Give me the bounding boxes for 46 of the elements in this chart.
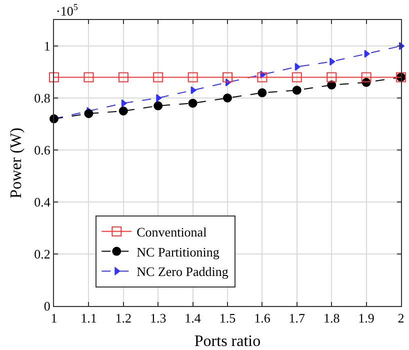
y-tick-label: 0.2	[34, 246, 50, 262]
x-tick-label: 1.4	[184, 310, 202, 326]
point	[84, 72, 94, 82]
point	[188, 72, 198, 82]
point	[258, 88, 267, 98]
x-tick-label: 1.7	[288, 310, 306, 326]
legend-label: NC Partitioning	[136, 244, 220, 260]
point	[364, 50, 370, 58]
point	[222, 72, 232, 82]
legend-label: NC Zero Padding	[136, 264, 229, 280]
x-tick-label: 1.9	[358, 310, 374, 326]
point	[49, 72, 59, 82]
point	[154, 101, 163, 110]
point	[188, 98, 198, 108]
point	[223, 94, 232, 102]
point	[121, 99, 127, 108]
point	[361, 72, 372, 82]
y-tick-label: 0.4	[34, 194, 51, 210]
y-tick-label: 0.6	[34, 142, 51, 158]
y-tick-label: 1	[44, 38, 50, 54]
y-tick-label: 0.8	[34, 90, 50, 106]
point	[292, 72, 302, 82]
point	[118, 106, 128, 116]
x-tick-label: 1.1	[80, 310, 97, 326]
point	[330, 58, 336, 66]
point	[156, 94, 162, 102]
point	[190, 86, 196, 94]
x-tick-label: 2	[398, 310, 404, 326]
x-tick-label: 1.2	[115, 310, 132, 326]
y-tick-label: 0	[44, 298, 50, 314]
point	[294, 62, 300, 71]
point	[326, 72, 337, 82]
x-axis-title: Ports ratio	[194, 333, 261, 350]
point	[153, 72, 164, 82]
x-tick-label: 1.6	[254, 310, 271, 326]
legend-label: Conventional	[136, 224, 208, 240]
point	[257, 72, 268, 82]
text: ·10$^{5}$	[56, 2, 78, 18]
point	[292, 86, 302, 95]
x-tick-label: 1.8	[323, 310, 340, 326]
y-axis-title: Power (W)	[8, 128, 26, 198]
point	[84, 109, 94, 118]
x-tick-label: 1.3	[150, 310, 166, 326]
point	[118, 72, 128, 82]
point	[327, 80, 336, 90]
x-tick-label: 1.5	[219, 310, 236, 326]
